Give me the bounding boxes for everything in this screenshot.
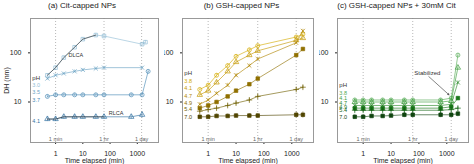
svg-text:1 min: 1 min [201,136,214,142]
svg-text:DLCA: DLCA [69,52,84,58]
svg-text:5.4: 5.4 [184,106,192,112]
svg-text:7.0: 7.0 [184,114,192,120]
svg-text:pH: pH [184,70,192,76]
svg-text:4.7: 4.7 [184,93,192,99]
svg-text:RLCA: RLCA [109,110,124,116]
svg-text:10: 10 [232,150,240,158]
svg-text:1: 1 [206,150,210,157]
svg-text:pH: pH [32,75,40,81]
html-text:(c) GSH-capped NPs + 30mM Cit: (c) GSH-capped NPs + 30mM Cit [337,1,456,10]
svg-text:10: 10 [166,98,174,105]
svg-text:10: 10 [78,150,87,158]
svg-text:3.5: 3.5 [32,89,40,95]
svg-text:100: 100 [413,150,425,158]
svg-text:3.0: 3.0 [32,82,40,88]
svg-text:1: 1 [361,150,365,157]
svg-text:4.1: 4.1 [32,118,40,124]
svg-text:Time elapsed (min): Time elapsed (min) [65,157,125,164]
svg-text:100: 100 [258,150,270,158]
svg-text:1 hr: 1 hr [253,136,263,142]
svg-text:1000: 1000 [439,150,455,157]
html-text:(b) GSH-capped NPs: (b) GSH-capped NPs [203,1,280,10]
svg-text:3.7: 3.7 [32,97,40,103]
svg-text:1000: 1000 [284,150,300,157]
svg-text:10: 10 [387,150,395,158]
svg-text:4.1: 4.1 [184,85,192,91]
svg-text:100: 100 [104,150,116,158]
svg-text:1 day: 1 day [135,136,149,142]
svg-text:3.8: 3.8 [339,90,347,97]
svg-text:Time elapsed (min): Time elapsed (min) [218,157,278,164]
svg-text:1 min: 1 min [356,136,369,142]
svg-text:4.9: 4.9 [184,99,192,106]
svg-text:Time elapsed (min): Time elapsed (min) [373,157,433,164]
svg-text:1000: 1000 [130,150,146,157]
svg-text:1 min: 1 min [49,136,62,142]
svg-text:10: 10 [321,98,329,105]
svg-text:DH (nm): DH (nm) [3,67,11,93]
svg-text:100: 100 [10,49,22,56]
svg-text:1 hr: 1 hr [99,136,109,142]
svg-text:1 day: 1 day [444,136,458,142]
svg-text:5.4: 5.4 [339,107,347,113]
html-text:(a) Cit-capped NPs: (a) Cit-capped NPs [48,1,116,10]
svg-text:Stabilized: Stabilized [414,70,440,76]
svg-text:10: 10 [14,98,22,105]
svg-text:100: 100 [164,49,174,56]
svg-text:7.0: 7.0 [339,114,347,120]
svg-text:3.8: 3.8 [184,78,192,84]
svg-text:1: 1 [54,150,58,157]
svg-text:1 hr: 1 hr [408,136,418,142]
svg-text:1 day: 1 day [289,136,303,142]
svg-text:100: 100 [319,49,329,56]
svg-text:4.1: 4.1 [339,94,347,101]
svg-text:pH: pH [339,82,347,88]
